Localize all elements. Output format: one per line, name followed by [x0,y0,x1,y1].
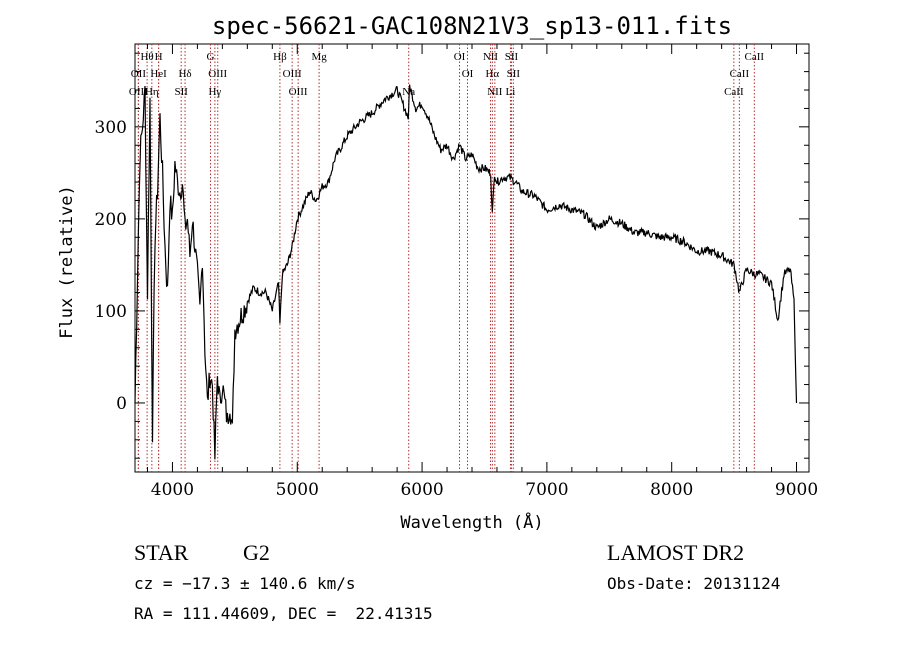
x-axis-label: Wavelength (Å) [400,511,543,533]
object-subclass: G2 [243,540,270,565]
line-labels: Hθ OII OIII H HeI Hη Hδ SII G OIII Hγ Hβ OIII OIII Mg N… [129,51,765,98]
chart-title: spec-56621-GAC108N21V3_sp13-011.fits [212,12,732,40]
y-tick-label: 200 [95,210,127,230]
x-axis: 4000 5000 6000 7000 8000 9000 [146,44,818,500]
x-tick-label: 7000 [525,480,568,500]
line-label: NII [487,86,503,98]
line-label: CaII [724,86,744,98]
line-label: CaII [745,51,765,63]
line-label: SII [505,51,519,63]
line-label: Hβ [273,51,287,63]
line-label: OIII [208,68,227,80]
line-label: OI [454,51,466,63]
line-label: Hθ [140,51,153,63]
obs-date: Obs-Date: 20131124 [607,574,781,593]
x-tick-label: 6000 [400,480,443,500]
spectrum-line [134,84,798,460]
x-tick-label: 4000 [151,480,194,500]
line-label: HeI [150,68,167,80]
plot-frame [134,43,810,473]
y-tick-label: 0 [116,394,127,414]
line-label: H [155,51,163,63]
x-tick-label: 9000 [775,480,818,500]
line-label: Mg [311,51,327,63]
line-label: SII [507,68,521,80]
cz-value: cz = −17.3 ± 140.6 km/s [134,574,356,593]
x-tick-label: 5000 [276,480,319,500]
line-label: OII [131,68,147,80]
line-label: OI [462,68,474,80]
y-axis: 0 100 200 300 [95,52,809,459]
y-axis-label: Flux (relative) [57,185,77,339]
y-tick-label: 300 [95,118,127,138]
object-class: STAR [134,540,189,565]
line-label: OIII [283,68,302,80]
line-label: SII [174,86,188,98]
line-label: CaII [730,68,750,80]
line-label: Hα [485,68,499,80]
line-label: OIII [129,86,148,98]
coordinates: RA = 111.44609, DEC = 22.41315 [134,604,433,623]
line-label: Hδ [178,68,191,80]
survey-name: LAMOST DR2 [607,540,745,565]
line-label: Hη [145,86,159,98]
line-markers [137,44,755,472]
y-tick-label: 100 [95,302,127,322]
line-label: OIII [289,86,308,98]
line-label: NII [483,51,499,63]
x-tick-label: 8000 [650,480,693,500]
line-label: G [207,51,215,63]
line-label: Hγ [208,86,221,98]
plot-area: Hθ OII OIII H HeI Hη Hδ SII G OIII Hγ Hβ OIII OIII Mg N… [95,43,818,500]
line-label: Li [506,86,516,98]
